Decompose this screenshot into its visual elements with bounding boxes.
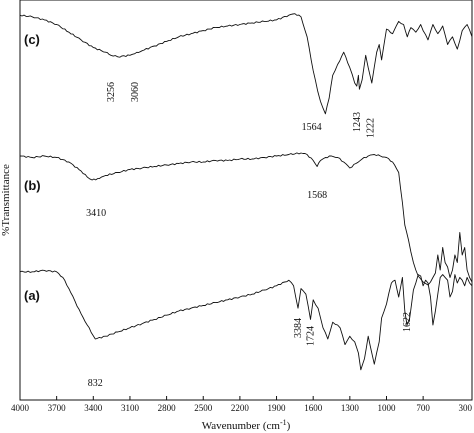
panel-label: (a) bbox=[24, 288, 40, 303]
peak-label: 1564 bbox=[302, 122, 322, 133]
peak-label: 3060 bbox=[130, 82, 141, 102]
x-tick-label: 2500 bbox=[194, 403, 213, 413]
x-tick-label: 2800 bbox=[158, 403, 177, 413]
x-tick-label: 300 bbox=[459, 403, 473, 413]
peak-label: 1724 bbox=[306, 326, 317, 346]
x-tick-label: 3700 bbox=[48, 403, 67, 413]
peak-label: 832 bbox=[88, 378, 103, 389]
spectra bbox=[19, 13, 473, 371]
x-tick-label: 2200 bbox=[231, 403, 250, 413]
x-axis-ticks: 4000 3700 3400 3100 2800 2500 2200 1900 1600 1300… bbox=[11, 396, 473, 413]
x-tick-label: 1900 bbox=[268, 403, 287, 413]
peak-label: 1222 bbox=[365, 118, 376, 138]
peak-label: 3256 bbox=[106, 82, 117, 102]
x-tick-label: 3100 bbox=[121, 403, 140, 413]
peak-label: 1243 bbox=[352, 112, 363, 132]
x-tick-label: 3400 bbox=[84, 403, 103, 413]
panel-label: (c) bbox=[24, 32, 40, 47]
panel-label: (b) bbox=[24, 178, 41, 193]
peak-label: 1622 bbox=[402, 312, 413, 332]
x-tick-label: 4000 bbox=[11, 403, 30, 413]
peak-label: 3384 bbox=[293, 318, 304, 338]
x-tick-label: 700 bbox=[416, 403, 430, 413]
y-axis-title: %Transmittance bbox=[0, 164, 12, 236]
plot-frame bbox=[19, 0, 473, 401]
spectrum-line bbox=[19, 269, 473, 371]
spectrum-line bbox=[19, 13, 473, 115]
panel-labels: (c) (b) (a) bbox=[24, 32, 41, 303]
peak-label: 3410 bbox=[86, 208, 106, 219]
peak-label: 1568 bbox=[307, 190, 327, 201]
peak-annotations: 3256 3060 1564 1243 1222 3410 1568 3384 1724 1622… bbox=[86, 82, 413, 389]
x-tick-label: 1300 bbox=[341, 403, 360, 413]
x-tick-label: 1600 bbox=[304, 403, 323, 413]
x-axis-title: Wavenumber (cm-1) bbox=[202, 418, 291, 432]
x-tick-label: 1000 bbox=[377, 403, 396, 413]
spectrum-line bbox=[19, 152, 473, 286]
